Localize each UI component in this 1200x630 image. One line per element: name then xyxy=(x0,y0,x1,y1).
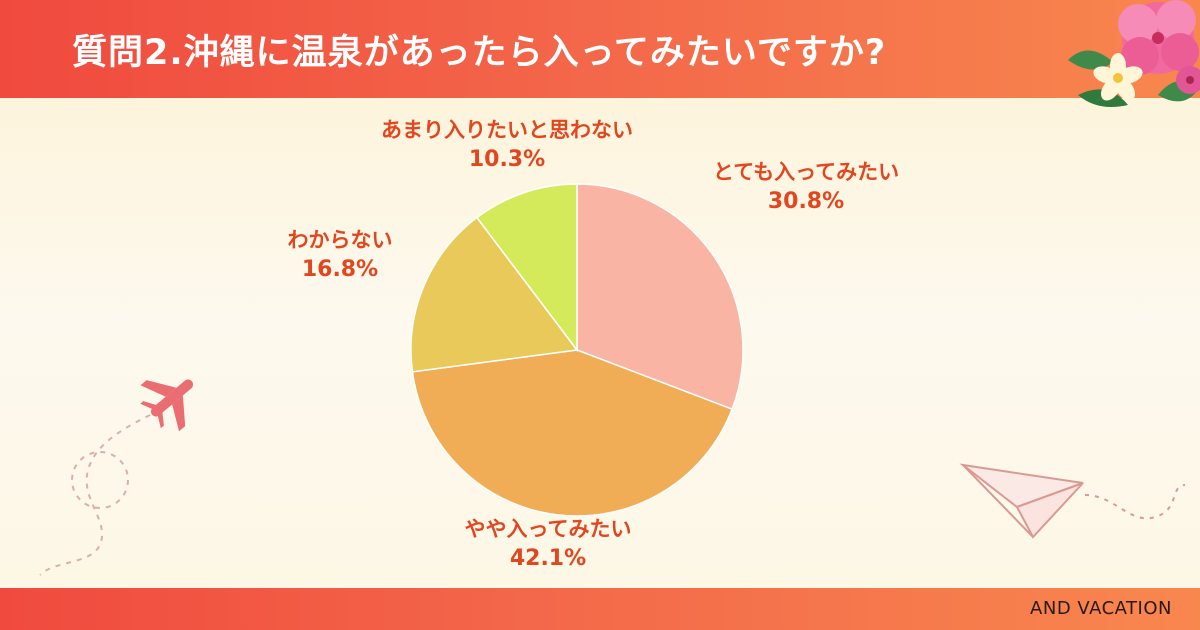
hibiscus-flower-icon xyxy=(1068,0,1200,108)
slice-label-text: とても入ってみたい xyxy=(712,160,900,184)
airplane-icon xyxy=(39,379,194,576)
slice-label-dont-know: わからない 16.8% xyxy=(288,226,393,284)
slice-value-text: 42.1% xyxy=(509,546,587,571)
slice-value-text: 10.3% xyxy=(468,147,546,172)
pie-slice-somewhat-want xyxy=(411,349,734,517)
slice-label-not-really: あまり入りたいと思わない 10.3% xyxy=(381,116,633,174)
slice-value-text: 16.8% xyxy=(301,257,379,282)
header-bar xyxy=(0,0,1200,98)
slice-label-text: わからない xyxy=(287,228,393,252)
slice-label-text: やや入ってみたい xyxy=(464,517,632,541)
slice-label-somewhat-want: やや入ってみたい 42.1% xyxy=(465,515,632,573)
pie-slice-dont-know xyxy=(410,216,579,373)
pie-slice-very-want xyxy=(576,183,744,411)
slice-value-text: 30.8% xyxy=(767,189,845,214)
brand-name: AND VACATION xyxy=(1030,598,1172,619)
slice-label-very-want: とても入ってみたい 30.8% xyxy=(713,158,899,216)
footer-bar xyxy=(0,588,1200,630)
slice-label-text: あまり入りたいと思わない xyxy=(381,118,633,142)
pie-slice-not-really xyxy=(475,183,578,353)
paper-plane-icon xyxy=(959,463,1186,539)
page-title: 質問2.沖縄に温泉があったら入ってみたいですか? xyxy=(72,33,887,73)
